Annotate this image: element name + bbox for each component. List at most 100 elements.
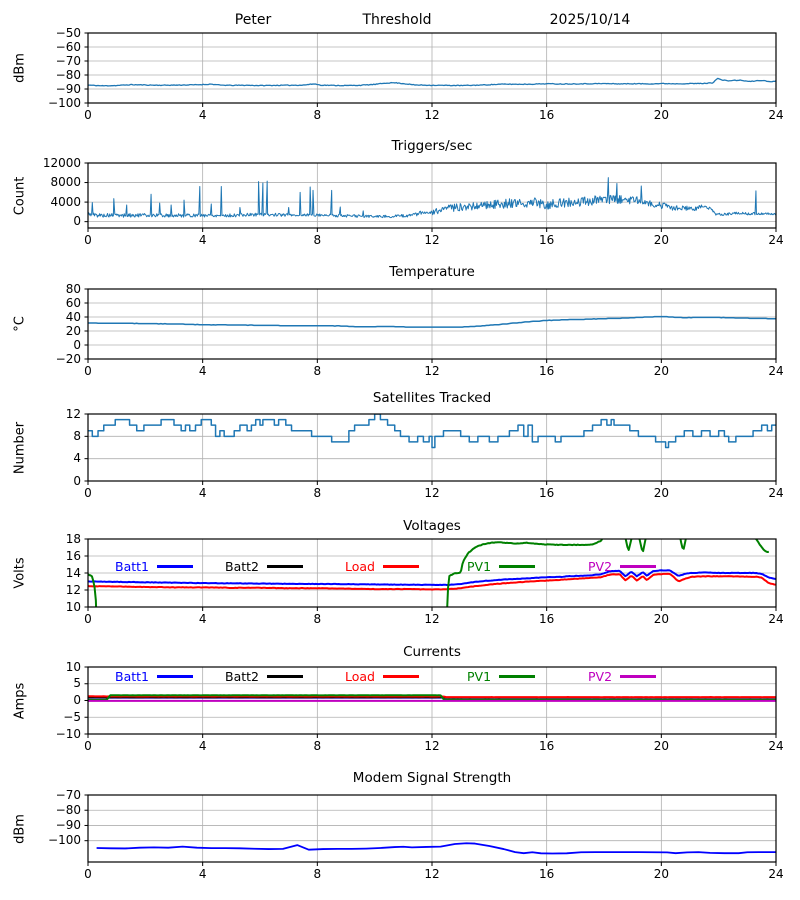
y-tick-label: 4: [73, 451, 81, 466]
y-tick-label: 12: [65, 582, 81, 597]
x-tick-label: 24: [768, 108, 784, 122]
panel-title-currents: Currents: [403, 644, 461, 660]
y-tick-label: 0: [73, 214, 81, 229]
panel-title-voltages: Voltages: [403, 518, 461, 534]
legend-item-batt1: Batt1: [115, 669, 193, 684]
y-axis-label-voltages: Volts: [12, 557, 28, 589]
plot-area-triggers: [84, 162, 777, 232]
series-pv1: [88, 539, 769, 607]
legend-label: Batt1: [115, 559, 149, 574]
plot-area-rf-level: [84, 32, 777, 107]
panel-title-modem-signal: Modem Signal Strength: [352, 770, 512, 786]
legend-line-swatch: [499, 565, 536, 568]
x-tick-label: 4: [198, 612, 207, 626]
x-tick-label: 12: [424, 108, 440, 122]
series-triggers: [88, 177, 776, 219]
y-tick-label: −50: [55, 25, 81, 40]
x-tick-label: 4: [198, 233, 207, 247]
plot-area-currents: [84, 666, 777, 738]
y-axis-label-triggers: Count: [12, 176, 28, 215]
x-tick-label: 20: [653, 739, 669, 753]
legend-item-pv2: PV2: [588, 559, 657, 574]
x-tick-label: 20: [653, 612, 669, 626]
y-tick-label: −90: [55, 817, 81, 832]
legend-label: Load: [345, 559, 375, 574]
y-tick-label: 14: [65, 565, 81, 580]
legend-line-swatch: [157, 565, 193, 568]
x-tick-label: 4: [198, 867, 207, 881]
x-tick-label: 16: [539, 867, 555, 881]
y-tick-label: −80: [55, 802, 81, 817]
y-tick-label: 40: [65, 309, 81, 324]
legend-line-swatch: [267, 565, 303, 568]
x-tick-label: 20: [653, 867, 669, 881]
y-tick-label: −10: [55, 726, 81, 741]
panel-title-satellites: Satellites Tracked: [372, 390, 492, 406]
panel-title-triggers: Triggers/sec: [391, 138, 473, 154]
x-tick-label: 16: [539, 486, 555, 500]
x-tick-label: 4: [198, 739, 207, 753]
y-tick-label: 80: [65, 281, 81, 296]
x-tick-label: 24: [768, 739, 784, 753]
x-tick-label: 12: [424, 612, 440, 626]
y-tick-label: 5: [73, 676, 81, 691]
legend-item-pv2: PV2: [588, 669, 657, 684]
plot-area-satellites: [84, 413, 777, 485]
y-tick-label: −70: [55, 53, 81, 68]
series-satellites: [88, 414, 776, 449]
x-tick-label: 0: [84, 108, 92, 122]
x-tick-label: 8: [313, 233, 322, 247]
y-tick-label: 8: [73, 428, 81, 443]
y-tick-label: 0: [73, 693, 81, 707]
y-tick-label: 0: [73, 337, 81, 352]
x-tick-label: 8: [313, 739, 322, 753]
header-mode: Threshold: [362, 12, 432, 28]
x-tick-label: 4: [198, 486, 207, 500]
x-tick-label: 12: [424, 486, 440, 500]
legend-label: PV2: [588, 559, 613, 574]
x-tick-label: 20: [653, 108, 669, 122]
x-tick-label: 12: [424, 739, 440, 753]
series-batt1: [88, 569, 776, 587]
x-tick-label: 16: [539, 612, 555, 626]
x-tick-label: 0: [84, 233, 92, 247]
y-tick-label: −100: [48, 95, 81, 110]
legend-line-swatch: [499, 675, 536, 678]
x-tick-label: 16: [539, 108, 555, 122]
legend-line-swatch: [383, 565, 419, 568]
x-tick-label: 16: [539, 233, 555, 247]
legend-item-batt1: Batt1: [115, 559, 193, 574]
legend-line-swatch: [620, 675, 657, 678]
legend-label: Batt2: [225, 669, 259, 684]
x-tick-label: 24: [768, 612, 784, 626]
legend-line-swatch: [620, 565, 657, 568]
legend-item-batt2: Batt2: [225, 559, 303, 574]
series-rf-level: [88, 77, 776, 87]
y-tick-label: 12: [65, 406, 81, 421]
x-tick-label: 24: [768, 233, 784, 247]
legend-item-load: Load: [345, 669, 419, 684]
x-tick-label: 16: [539, 739, 555, 753]
series-temperature: [88, 315, 776, 328]
x-tick-label: 20: [653, 364, 669, 378]
legend-item-pv1: PV1: [467, 669, 536, 684]
legend-label: PV1: [467, 669, 492, 684]
x-tick-label: 12: [424, 867, 440, 881]
series-load: [88, 695, 776, 699]
y-tick-label: 4000: [50, 194, 81, 209]
x-tick-label: 20: [653, 233, 669, 247]
x-tick-label: 0: [84, 867, 92, 881]
legend-label: Batt1: [115, 669, 149, 684]
y-tick-label: 10: [65, 599, 81, 614]
y-tick-label: 0: [73, 473, 81, 488]
y-tick-label: −60: [55, 39, 81, 54]
y-axis-label-rf-level: dBm: [12, 53, 28, 83]
x-tick-label: 12: [424, 233, 440, 247]
x-tick-label: 8: [313, 867, 322, 881]
y-tick-label: −70: [55, 787, 81, 802]
y-tick-label: 20: [65, 323, 81, 338]
x-tick-label: 0: [84, 612, 92, 626]
legend-item-pv1: PV1: [467, 559, 536, 574]
x-tick-label: 4: [198, 364, 207, 378]
x-tick-label: 0: [84, 364, 92, 378]
